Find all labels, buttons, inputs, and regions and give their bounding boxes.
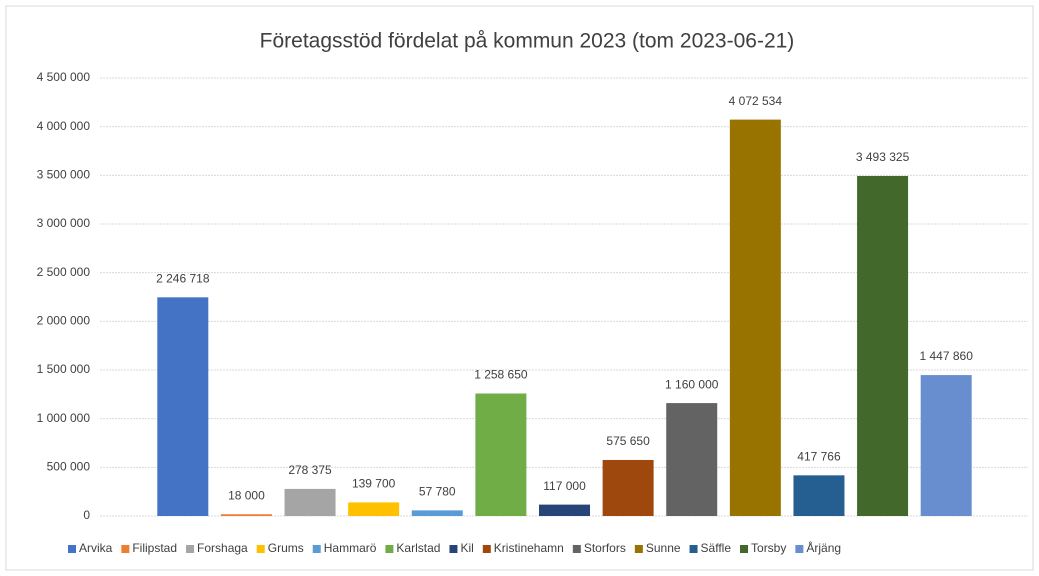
legend-swatch bbox=[385, 545, 394, 553]
data-label: 1 160 000 bbox=[665, 377, 719, 391]
bar bbox=[729, 119, 781, 516]
data-label: 139 700 bbox=[352, 477, 396, 491]
y-tick-label: 3 500 000 bbox=[37, 168, 91, 182]
data-label: 2 246 718 bbox=[156, 271, 210, 285]
legend-swatch bbox=[449, 545, 458, 553]
legend-swatch bbox=[482, 545, 491, 553]
legend-label: Årjäng bbox=[806, 540, 841, 555]
y-tick-label: 0 bbox=[83, 508, 90, 522]
y-tick-label: 1 000 000 bbox=[37, 411, 91, 425]
bar bbox=[857, 175, 909, 516]
bar bbox=[793, 475, 845, 516]
data-label: 117 000 bbox=[543, 479, 586, 493]
data-label: 4 072 534 bbox=[729, 94, 783, 108]
bar bbox=[411, 510, 463, 516]
bar bbox=[284, 488, 336, 516]
chart-title: Företagsstöd fördelat på kommun 2023 (to… bbox=[260, 30, 795, 53]
bar bbox=[220, 514, 272, 516]
bar bbox=[157, 297, 209, 516]
legend-swatch bbox=[312, 545, 321, 553]
legend-label: Filipstad bbox=[132, 541, 177, 555]
y-tick-label: 4 000 000 bbox=[37, 119, 91, 133]
y-tick-label: 4 500 000 bbox=[37, 70, 91, 84]
y-tick-label: 2 500 000 bbox=[37, 265, 91, 279]
legend-swatch bbox=[740, 545, 749, 553]
legend-label: Arvika bbox=[79, 541, 113, 555]
legend-swatch bbox=[634, 545, 643, 553]
legend-swatch bbox=[572, 545, 581, 553]
data-label: 1 447 860 bbox=[919, 349, 973, 363]
legend-label: Hammarö bbox=[324, 541, 377, 555]
legend-swatch bbox=[121, 545, 130, 553]
bar bbox=[348, 502, 400, 516]
legend-label: Forshaga bbox=[197, 541, 248, 555]
legend-swatch bbox=[186, 545, 195, 553]
legend-swatch bbox=[256, 545, 265, 553]
bar bbox=[475, 393, 527, 516]
legend-label: Kil bbox=[460, 541, 473, 555]
bar bbox=[666, 403, 718, 516]
legend-label: Säffle bbox=[701, 541, 732, 555]
y-tick-label: 1 500 000 bbox=[37, 362, 91, 376]
data-label: 417 766 bbox=[797, 450, 841, 464]
data-label: 57 780 bbox=[419, 485, 456, 499]
legend-label: Grums bbox=[268, 541, 304, 555]
legend-label: Kristinehamn bbox=[494, 541, 564, 555]
data-label: 278 375 bbox=[288, 463, 332, 477]
legend-label: Sunne bbox=[646, 541, 681, 555]
data-label: 18 000 bbox=[228, 488, 265, 502]
bar bbox=[602, 459, 654, 516]
legend-swatch bbox=[689, 545, 698, 553]
legend-label: Torsby bbox=[751, 541, 786, 555]
legend-label: Karlstad bbox=[396, 541, 440, 555]
legend-label: Storfors bbox=[584, 541, 626, 555]
data-label: 575 650 bbox=[606, 434, 650, 448]
y-tick-label: 2 000 000 bbox=[37, 314, 91, 328]
bar bbox=[920, 375, 972, 516]
data-label: 1 258 650 bbox=[474, 368, 528, 382]
data-label: 3 493 325 bbox=[856, 150, 910, 164]
y-tick-label: 3 000 000 bbox=[37, 216, 91, 230]
bar bbox=[539, 504, 590, 516]
legend-swatch bbox=[68, 545, 76, 553]
legend-swatch bbox=[795, 545, 804, 553]
y-tick-label: 500 000 bbox=[47, 460, 91, 474]
